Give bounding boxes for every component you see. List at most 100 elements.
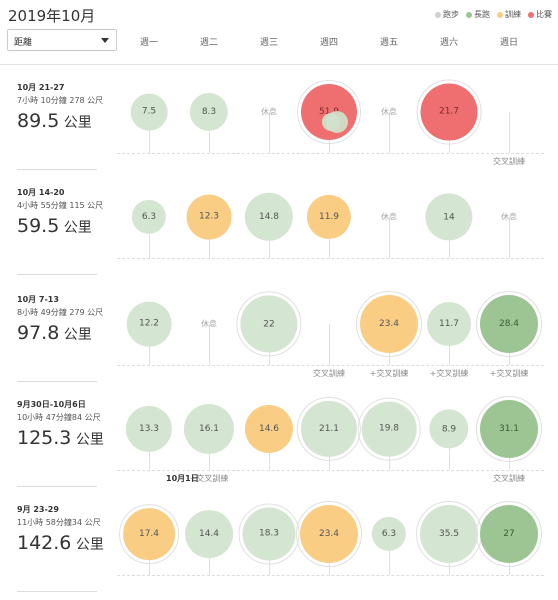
activity-ring: [236, 291, 302, 357]
legend: 跑步 長跑 訓練 比賽: [435, 9, 552, 20]
activity-bubble-easy[interactable]: 19.8: [361, 401, 417, 457]
week-row: 9月30日-10月6日 10小時 47分鐘84 公尺 125.3 公里 13.3 16.…: [0, 395, 558, 495]
cross-training-link[interactable]: +交叉訓練: [489, 369, 529, 378]
activity-ring: [476, 501, 542, 567]
activity-bubble-easy[interactable]: 13.3: [125, 405, 173, 453]
week-total-unit: 公里: [71, 537, 104, 553]
rest-day-label: 休息: [501, 212, 517, 222]
activity-bubble-easy[interactable]: 18.3: [242, 507, 296, 561]
activity-bubble-easy[interactable]: 14: [425, 193, 473, 241]
activity-bubble-train[interactable]: 17.4: [123, 508, 175, 560]
metric-select[interactable]: 距離: [7, 29, 117, 51]
activity-ring: [119, 504, 179, 564]
activity-distance: 17.4: [138, 528, 160, 539]
activity-ring: [476, 396, 542, 462]
week-summary: 7小時 10分鐘 278 公尺: [17, 96, 104, 105]
cross-training-link[interactable]: 交叉訓練: [313, 369, 345, 378]
day-header-fri: 週五: [379, 38, 399, 48]
cross-training-link[interactable]: 交叉訓練: [493, 474, 525, 483]
week-total: 125.3 公里: [17, 427, 104, 449]
legend-item-train[interactable]: 訓練: [497, 9, 521, 20]
activity-bubble-train[interactable]: 12.3: [186, 194, 232, 240]
activity-bubble-race[interactable]: 51.9: [301, 84, 357, 140]
activity-ring: [297, 80, 361, 144]
page-title: 2019年10月: [8, 7, 96, 25]
activity-bubble-easy[interactable]: 12.2: [126, 301, 172, 347]
chevron-down-icon: [101, 38, 109, 43]
week-total-value: 125.3: [17, 427, 72, 449]
activity-bubble-easy[interactable]: 8.9: [429, 409, 469, 449]
week-total: 142.6 公里: [17, 532, 104, 554]
week-total-value: 97.8: [17, 322, 60, 344]
activity-ring: [476, 291, 542, 357]
activity-bubble-easy[interactable]: 16.1: [183, 403, 235, 455]
activity-distance: 35.5: [438, 529, 460, 539]
activity-distance: 6.3: [141, 212, 157, 222]
week-label[interactable]: 9月 23-29: [17, 505, 59, 514]
day-header-thu: 週四: [319, 38, 339, 48]
week-summary: 10小時 47分鐘84 公尺: [17, 413, 101, 422]
week-baseline: [117, 258, 544, 259]
legend-item-long[interactable]: 長跑: [466, 9, 490, 20]
cross-training-link[interactable]: +交叉訓練: [189, 474, 229, 483]
day-stem: [209, 112, 210, 153]
month-start-marker: 10月1日: [166, 474, 199, 483]
week-total-value: 59.5: [17, 215, 60, 237]
activity-bubble-easy[interactable]: 14.4: [185, 510, 233, 558]
week-label[interactable]: 10月 14-20: [17, 188, 65, 197]
activity-bubble-long[interactable]: 28.4: [480, 295, 538, 353]
rest-day-label: 休息: [201, 319, 217, 329]
activity-distance: 14.8: [258, 211, 280, 222]
activity-bubble-train[interactable]: 23.4: [300, 505, 358, 563]
activity-distance: 19.8: [378, 424, 400, 434]
activity-bubble-easy[interactable]: 21.1: [300, 400, 358, 458]
activity-bubble-easy[interactable]: 35.5: [420, 505, 478, 563]
activity-bubble-race[interactable]: 21.7: [420, 83, 478, 141]
legend-dot-icon: [528, 11, 534, 18]
cross-training-link[interactable]: +交叉訓練: [369, 369, 409, 378]
week-row: 10月 21-27 7小時 10分鐘 278 公尺 89.5 公里 7.5 8.3 休息 5…: [0, 78, 558, 178]
legend-item-run[interactable]: 跑步: [435, 9, 459, 20]
week-summary: 11小時 58分鐘34 公尺: [17, 518, 101, 527]
activity-distance: 22: [263, 318, 275, 329]
metric-select-value: 距離: [14, 38, 33, 48]
week-total-unit: 公里: [59, 220, 92, 236]
activity-distance: 11.9: [318, 212, 340, 222]
rest-day-label: 休息: [381, 212, 397, 222]
cross-training-link[interactable]: 交叉訓練: [493, 157, 525, 166]
activity-ring: [296, 501, 362, 567]
week-row: 10月 14-20 4小時 55分鐘 115 公尺 59.5 公里 6.3 12.3 14…: [0, 183, 558, 283]
week-total: 59.5 公里: [17, 215, 92, 237]
day-stem: [269, 112, 270, 153]
day-stem: [509, 217, 510, 258]
activity-distance: 28.4: [498, 319, 520, 329]
day-stem: [509, 112, 510, 153]
week-divider: [17, 274, 97, 275]
header-divider: [0, 64, 558, 65]
activity-bubble-easy[interactable]: 6.3: [371, 516, 407, 552]
cross-training-link[interactable]: +交叉訓練: [429, 369, 469, 378]
day-header-wed: 週三: [259, 38, 279, 48]
activity-bubble-easy[interactable]: 11.7: [427, 302, 471, 346]
week-label[interactable]: 9月30日-10月6日: [17, 400, 86, 409]
activity-distance: 18.3: [258, 529, 280, 539]
week-total: 89.5 公里: [17, 110, 92, 132]
week-label[interactable]: 10月 7-13: [17, 295, 59, 304]
legend-item-race[interactable]: 比賽: [528, 9, 552, 20]
week-label[interactable]: 10月 21-27: [17, 83, 65, 92]
activity-bubble-easy[interactable]: 14.8: [244, 192, 294, 242]
activity-distance: 21.1: [318, 424, 340, 434]
activity-distance: 23.4: [378, 319, 400, 329]
activity-distance: 12.2: [138, 318, 160, 329]
activity-bubble-long[interactable]: 27: [480, 505, 538, 563]
day-stem: [209, 324, 210, 365]
activity-bubble-easy[interactable]: 6.3: [131, 199, 167, 235]
activity-bubble-train[interactable]: 11.9: [306, 194, 352, 240]
activity-bubble-easy[interactable]: 7.5: [130, 93, 168, 131]
day-stem: [389, 534, 390, 575]
activity-bubble-train[interactable]: 14.6: [244, 404, 294, 454]
activity-bubble-easy[interactable]: 22: [240, 295, 298, 353]
activity-bubble-easy[interactable]: 8.3: [189, 92, 229, 132]
activity-bubble-train[interactable]: 23.4: [360, 295, 418, 353]
activity-bubble-long[interactable]: 31.1: [480, 400, 538, 458]
